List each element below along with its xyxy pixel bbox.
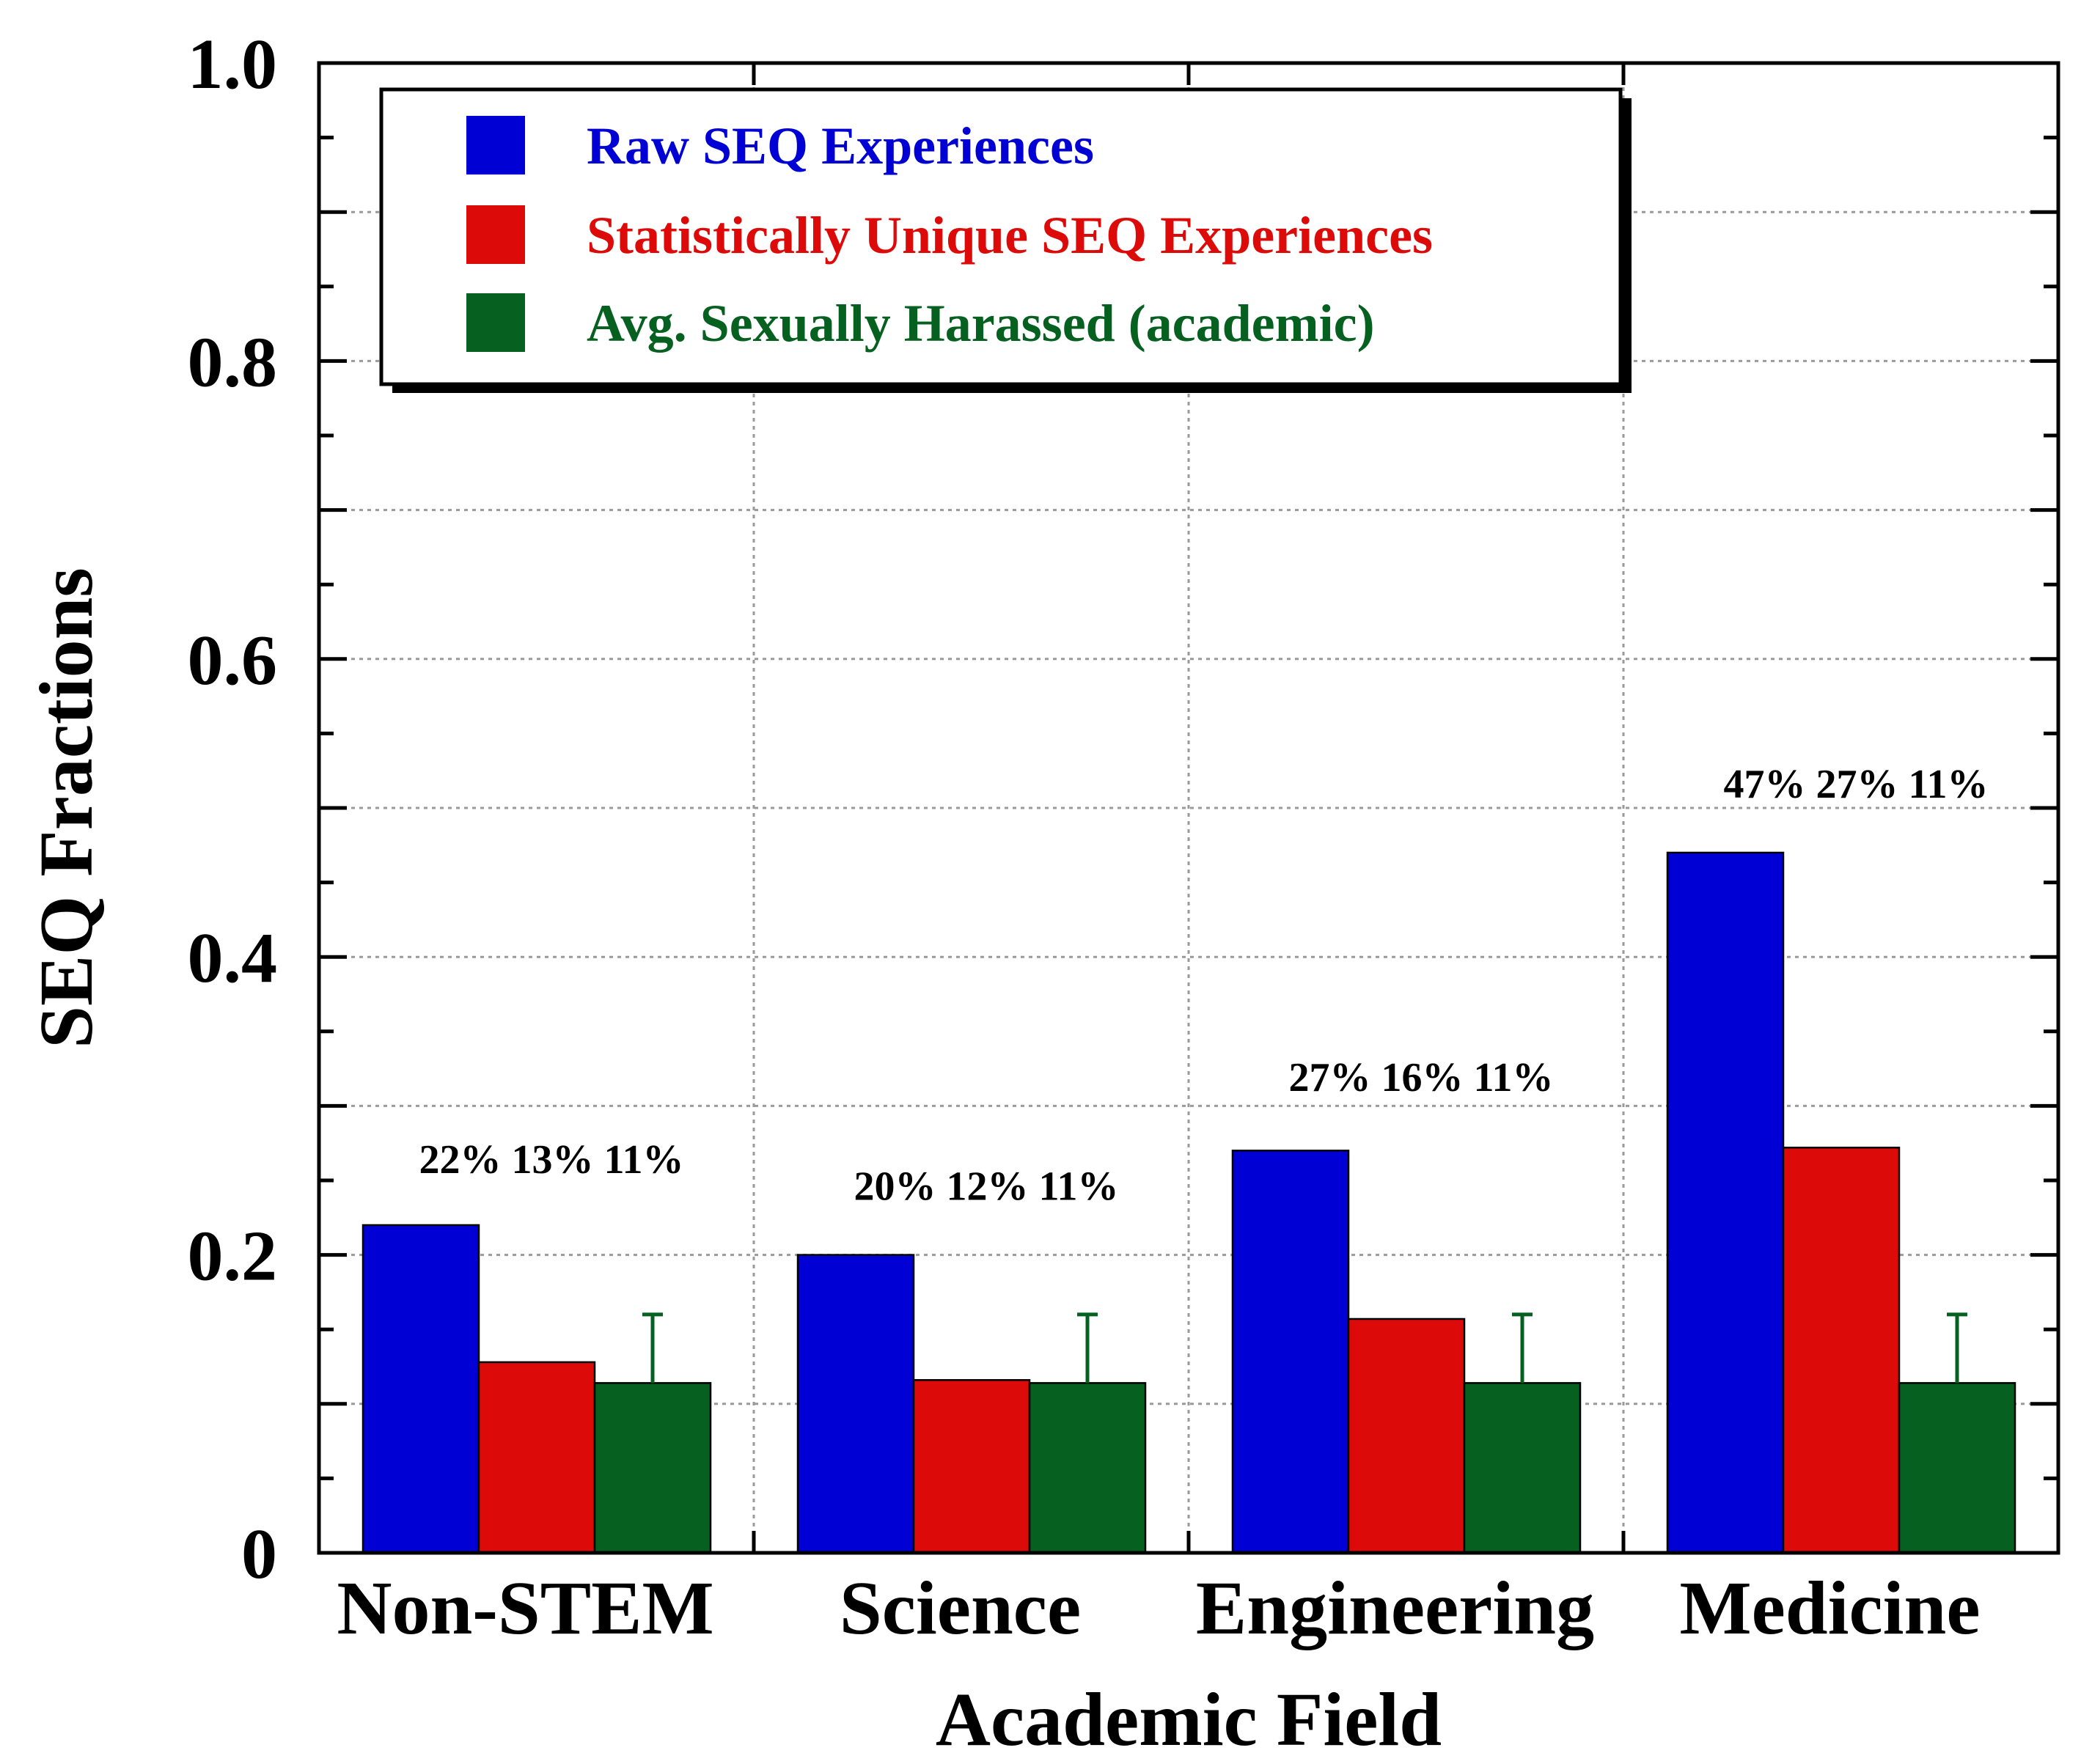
legend-label: Avg. Sexually Harassed (academic) bbox=[587, 294, 1375, 353]
bar-science-series-1 bbox=[796, 1254, 915, 1554]
bar-science-series-2 bbox=[912, 1379, 1031, 1554]
bar-science-series-3 bbox=[1028, 1382, 1147, 1554]
x-tick-label: Engineering bbox=[1196, 1566, 1594, 1650]
legend-box bbox=[379, 87, 1623, 386]
y-tick-label: 0.6 bbox=[188, 621, 278, 700]
legend-label: Statistically Unique SEQ Experiences bbox=[587, 206, 1433, 265]
bar-medicine-series-3 bbox=[1898, 1382, 2016, 1554]
y-tick-label: 1.0 bbox=[188, 25, 278, 104]
bars bbox=[361, 851, 2016, 1554]
legend-label: Raw SEQ Experiences bbox=[587, 117, 1094, 175]
data-label-group: 22% 13% 11% bbox=[419, 1137, 684, 1183]
legend-items: Raw SEQ Experiences Statistically Unique … bbox=[466, 116, 1433, 353]
x-axis-category-labels: Non-STEM Science Engineering Medicine bbox=[337, 1566, 1980, 1650]
legend-swatch bbox=[466, 293, 525, 352]
x-tick-label: Science bbox=[840, 1566, 1081, 1650]
y-axis-tick-labels: 0 0.2 0.4 0.6 0.8 1.0 bbox=[188, 25, 278, 1594]
y-tick-label: 0 bbox=[241, 1515, 277, 1594]
legend-swatch bbox=[466, 205, 525, 264]
x-axis-title: Academic Field bbox=[936, 1677, 1442, 1762]
bar-engineering-series-2 bbox=[1347, 1318, 1466, 1554]
y-tick-label: 0.4 bbox=[188, 919, 278, 998]
bar-non-stem-series-2 bbox=[477, 1361, 596, 1554]
y-tick-label: 0.8 bbox=[188, 323, 278, 402]
data-labels: 22% 13% 11% 20% 12% 11% 27% 16% 11% 47% 27%… bbox=[419, 762, 1989, 1210]
bar-non-stem-series-3 bbox=[593, 1382, 712, 1554]
bar-medicine-series-2 bbox=[1782, 1147, 1901, 1554]
legend-swatch bbox=[466, 116, 525, 174]
y-axis-title: SEQ Fractions bbox=[24, 567, 109, 1048]
bar-medicine-series-1 bbox=[1666, 851, 1785, 1554]
x-tick-label: Medicine bbox=[1679, 1566, 1980, 1650]
data-label-group: 47% 27% 11% bbox=[1724, 762, 1989, 807]
axis-ticks bbox=[319, 61, 2058, 1555]
data-label-group: 20% 12% 11% bbox=[854, 1164, 1119, 1209]
y-tick-label: 0.2 bbox=[188, 1217, 278, 1296]
bar-non-stem-series-1 bbox=[361, 1224, 480, 1554]
data-label-group: 27% 16% 11% bbox=[1289, 1055, 1554, 1100]
legend: Raw SEQ Experiences Statistically Unique … bbox=[379, 87, 1632, 393]
bar-engineering-series-3 bbox=[1463, 1382, 1582, 1554]
grid-lines bbox=[319, 63, 2058, 1553]
x-tick-label: Non-STEM bbox=[337, 1566, 713, 1650]
bar-engineering-series-1 bbox=[1231, 1150, 1350, 1554]
